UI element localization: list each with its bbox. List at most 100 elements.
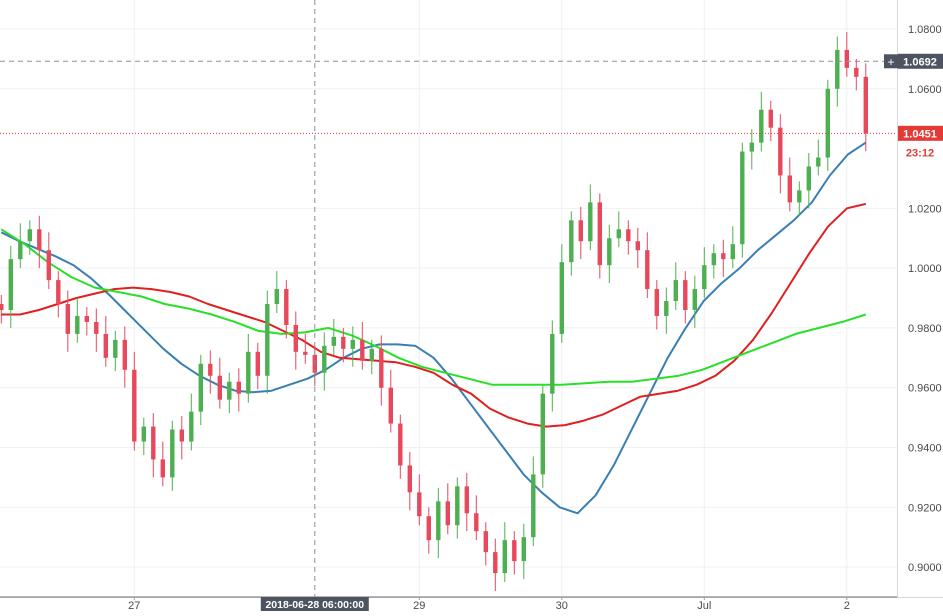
- candle-body: [151, 426, 156, 460]
- candle-body: [46, 250, 51, 281]
- candle-body: [84, 315, 89, 322]
- candle-body: [455, 486, 460, 526]
- add-alert-button[interactable]: [884, 54, 898, 69]
- candle-body: [673, 280, 678, 302]
- candle-body: [436, 501, 441, 541]
- candle-body: [464, 486, 469, 514]
- candle-body: [835, 49, 840, 89]
- y-tick-label: 1.0000: [908, 263, 942, 275]
- candle-body: [768, 109, 773, 128]
- moving-average-line: [1, 202, 867, 428]
- candle-body: [483, 531, 488, 553]
- candle-body: [426, 516, 431, 541]
- candle-body: [550, 333, 555, 394]
- candle-body: [189, 411, 194, 442]
- candle-body: [730, 244, 735, 260]
- candle-body: [825, 88, 830, 158]
- candle-body: [293, 324, 298, 352]
- candle-body: [322, 345, 327, 373]
- candle-body: [502, 540, 507, 574]
- candle-body: [721, 253, 726, 260]
- candle-body: [578, 220, 583, 242]
- candle-body: [236, 381, 241, 394]
- candle-body: [493, 552, 498, 574]
- candle-body: [369, 348, 374, 361]
- candle-body: [854, 67, 859, 77]
- crosshair-time-tag: 2018-06-28 06:00:00: [260, 597, 369, 611]
- candle-body: [654, 289, 659, 316]
- crosshair-price-label: 1.0692: [903, 56, 937, 68]
- candle-body: [645, 250, 650, 290]
- x-tick-label: 30: [556, 600, 568, 611]
- candle-body: [113, 339, 118, 358]
- candle-body: [284, 289, 289, 325]
- y-tick-label: 1.0800: [908, 24, 942, 36]
- candle-body: [778, 127, 783, 176]
- y-tick-label: 1.0600: [908, 84, 942, 96]
- y-tick-label: 0.9800: [908, 323, 942, 335]
- y-tick-label: 0.9400: [908, 442, 942, 454]
- candle-body: [65, 304, 70, 334]
- crosshair-time-box: [260, 597, 369, 611]
- candle-body: [122, 339, 127, 370]
- candle-body: [844, 49, 849, 68]
- candle-body: [8, 259, 13, 310]
- candle-body: [379, 348, 384, 388]
- candle-body: [360, 339, 365, 361]
- x-tick-label: 27: [128, 600, 140, 611]
- x-tick-label: 2: [844, 600, 850, 611]
- candle-body: [407, 465, 412, 493]
- candle-body: [198, 363, 203, 412]
- candle-body: [816, 157, 821, 167]
- candle-body: [607, 238, 612, 266]
- candle-body: [616, 229, 621, 239]
- candle-body: [683, 280, 688, 310]
- candle-body: [711, 253, 716, 266]
- candle-body: [0, 304, 4, 310]
- moving-average-line: [0, 141, 867, 515]
- candle-body: [75, 315, 80, 334]
- candle-body: [588, 202, 593, 242]
- candle-body: [331, 336, 336, 346]
- candle-body: [597, 202, 602, 266]
- y-tick-label: 0.9600: [908, 383, 942, 395]
- candle-body: [179, 429, 184, 442]
- candle-body: [759, 109, 764, 143]
- candles: [0, 31, 868, 591]
- candle-body: [217, 375, 222, 400]
- crosshair-price-tag: + 1.0692: [884, 53, 943, 69]
- crosshair-price-box: [898, 53, 943, 69]
- candle-body: [797, 190, 802, 203]
- candle-body: [664, 301, 669, 316]
- candle-body: [692, 289, 697, 310]
- crosshair-time-label: 2018-06-28 06:00:00: [265, 599, 364, 611]
- candle-body: [141, 426, 146, 442]
- x-tick-label: 29: [413, 600, 425, 611]
- y-tick-label: 0.9000: [908, 562, 942, 574]
- candle-body: [303, 351, 308, 355]
- x-tick-label: Jul: [697, 600, 711, 611]
- moving-average-line: [0, 228, 867, 386]
- candle-body: [749, 142, 754, 152]
- candle-body: [18, 241, 23, 260]
- candle-body: [417, 492, 422, 517]
- y-tick-label: 1.0200: [908, 203, 942, 215]
- candle-body: [863, 76, 868, 134]
- overlays: [0, 0, 897, 598]
- y-tick-label: 0.9200: [908, 502, 942, 514]
- candle-body: [103, 333, 108, 358]
- candle-body: [702, 265, 707, 290]
- candle-body: [94, 321, 99, 334]
- candle-body: [246, 351, 251, 394]
- candle-body: [635, 241, 640, 251]
- candle-body: [512, 540, 517, 562]
- candle-body: [740, 151, 745, 245]
- candle-body: [37, 229, 42, 251]
- candle-body: [445, 501, 450, 526]
- candle-body: [388, 387, 393, 424]
- candle-body: [806, 166, 811, 191]
